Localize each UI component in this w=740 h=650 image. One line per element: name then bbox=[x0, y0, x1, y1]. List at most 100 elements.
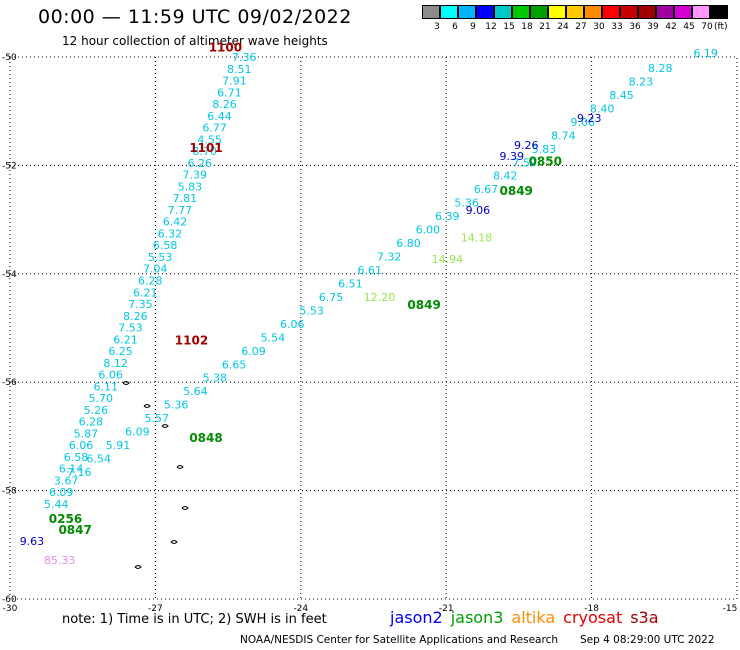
map-subtitle: 12 hour collection of altimeter wave hei… bbox=[62, 34, 328, 48]
color-scale-label: 9 bbox=[470, 22, 476, 32]
wave-height-label: 5.83 bbox=[532, 143, 557, 156]
wave-height-label: 8.23 bbox=[629, 75, 654, 88]
color-swatch bbox=[422, 5, 440, 19]
wave-height-label: 5.87 bbox=[74, 427, 99, 440]
wave-height-label: 7.77 bbox=[168, 204, 193, 217]
color-scale-label: 36 bbox=[629, 22, 641, 32]
wave-height-label: 5.36 bbox=[164, 399, 189, 412]
wave-height-label: 5.26 bbox=[84, 404, 109, 417]
color-swatch bbox=[620, 5, 638, 19]
wave-height-label: 8.40 bbox=[590, 102, 615, 115]
y-tick-label: -56 bbox=[2, 378, 17, 388]
x-tick-label: -24 bbox=[293, 604, 308, 614]
wave-height-label: 6.58 bbox=[64, 451, 89, 464]
wave-height-label: 6.09 bbox=[241, 345, 265, 358]
time-label: 0849 bbox=[500, 184, 533, 198]
wave-height-label: 5.53 bbox=[148, 251, 173, 264]
wave-height-label: 7.81 bbox=[173, 192, 198, 205]
wave-height-label: 6.28 bbox=[79, 416, 104, 429]
time-label: 0256 bbox=[49, 512, 82, 526]
wave-height-label: 9.63 bbox=[20, 535, 45, 548]
map-grid bbox=[9, 56, 738, 600]
y-tick-label: -52 bbox=[2, 161, 17, 171]
wave-height-label: 9.23 bbox=[577, 112, 602, 125]
x-tick-label: -21 bbox=[439, 604, 454, 614]
x-tick-label: -27 bbox=[148, 604, 163, 614]
wave-height-label: 6.80 bbox=[396, 237, 421, 250]
y-tick-label: -58 bbox=[2, 487, 17, 497]
color-swatch bbox=[566, 5, 584, 19]
color-scale-label: 12 bbox=[485, 22, 497, 32]
satellite-legend-item: altika bbox=[511, 608, 556, 627]
wave-height-label: 6.39 bbox=[435, 210, 460, 223]
wave-height-label: 7.04 bbox=[143, 263, 168, 276]
wave-height-label: 5.38 bbox=[203, 372, 228, 385]
wave-height-label: 6.75 bbox=[319, 291, 344, 304]
island-outline bbox=[170, 540, 178, 544]
color-scale-label: 42 bbox=[665, 22, 677, 32]
wave-height-label: 6.77 bbox=[202, 122, 227, 135]
wave-height-labels: 7.368.517.916.718.266.446.774.558.706.26… bbox=[20, 41, 718, 567]
wave-height-label: 8.45 bbox=[609, 89, 634, 102]
time-label: 1102 bbox=[175, 333, 208, 347]
island-outline bbox=[176, 465, 184, 469]
color-scale-label: 3 bbox=[434, 22, 440, 32]
wave-height-label: 9.06 bbox=[571, 116, 596, 129]
color-swatch bbox=[638, 5, 656, 19]
wave-height-label: 8.42 bbox=[493, 170, 517, 183]
color-swatch bbox=[494, 5, 512, 19]
wave-height-label: 6.00 bbox=[416, 224, 441, 237]
color-swatch bbox=[548, 5, 566, 19]
satellite-legend-item: cryosat bbox=[563, 608, 623, 627]
island-outline bbox=[122, 381, 130, 385]
wave-height-label: 5.83 bbox=[178, 180, 203, 193]
color-scale-label: 18 bbox=[521, 22, 533, 32]
wave-height-label: 6.26 bbox=[187, 157, 212, 170]
wave-height-label: 6.14 bbox=[59, 463, 83, 476]
wave-height-label: 6.71 bbox=[217, 86, 242, 99]
x-tick-label: -30 bbox=[3, 604, 18, 614]
wave-height-label: 14.18 bbox=[461, 231, 493, 244]
color-swatch bbox=[530, 5, 548, 19]
wave-height-label: 6.32 bbox=[158, 227, 183, 240]
wave-height-label: 5.53 bbox=[299, 304, 324, 317]
wave-height-label: 6.44 bbox=[207, 110, 232, 123]
wave-height-label: 7.35 bbox=[128, 298, 153, 311]
wave-height-label: 6.19 bbox=[693, 47, 718, 60]
wave-height-label: 6.06 bbox=[69, 439, 94, 452]
satellite-legend: jason2 jason3 altika cryosat s3a bbox=[390, 608, 667, 627]
wave-height-label: 6.65 bbox=[222, 358, 247, 371]
wave-height-label: 5.54 bbox=[261, 331, 286, 344]
color-swatch bbox=[656, 5, 674, 19]
map-axes: -30 -27 -24 -21 -18 -15 -50 -52 -54 -56 -58 -60 bbox=[2, 53, 737, 614]
wave-height-label: 6.61 bbox=[358, 264, 383, 277]
wave-height-label: 6.54 bbox=[86, 453, 111, 466]
x-tick-label: -18 bbox=[584, 604, 599, 614]
wave-height-label: 7.16 bbox=[67, 466, 92, 479]
island-outline bbox=[161, 424, 169, 428]
wave-height-label: 6.06 bbox=[280, 318, 305, 331]
wave-height-label: 6.21 bbox=[133, 286, 158, 299]
footer-note: note: 1) Time is in UTC; 2) SWH is in fe… bbox=[62, 612, 327, 627]
wave-height-label: 6.58 bbox=[153, 239, 178, 252]
wave-height-label: 6.09 bbox=[49, 486, 74, 499]
wave-height-label: 5.44 bbox=[44, 498, 69, 511]
color-scale-label: 45 bbox=[683, 22, 695, 32]
color-scale-label: 39 bbox=[647, 22, 659, 32]
wave-height-label: 6.42 bbox=[163, 216, 188, 229]
time-label: 0850 bbox=[529, 154, 562, 168]
color-scale-label: 6 bbox=[452, 22, 458, 32]
wave-height-label: 3.67 bbox=[54, 474, 79, 487]
wave-height-label: 8.12 bbox=[103, 357, 128, 370]
wave-height-label: 7.91 bbox=[222, 75, 247, 88]
island-outline bbox=[143, 404, 151, 408]
time-label: 0847 bbox=[58, 523, 91, 537]
wave-height-label: 8.26 bbox=[123, 310, 148, 323]
color-scale-label: 24 bbox=[557, 22, 569, 32]
color-scale-label: 27 bbox=[575, 22, 587, 32]
wave-height-label: 7.36 bbox=[232, 51, 257, 64]
wave-height-label: 6.67 bbox=[474, 183, 499, 196]
wave-height-label: 5.36 bbox=[454, 197, 479, 210]
wave-height-label: 14.94 bbox=[432, 253, 464, 266]
